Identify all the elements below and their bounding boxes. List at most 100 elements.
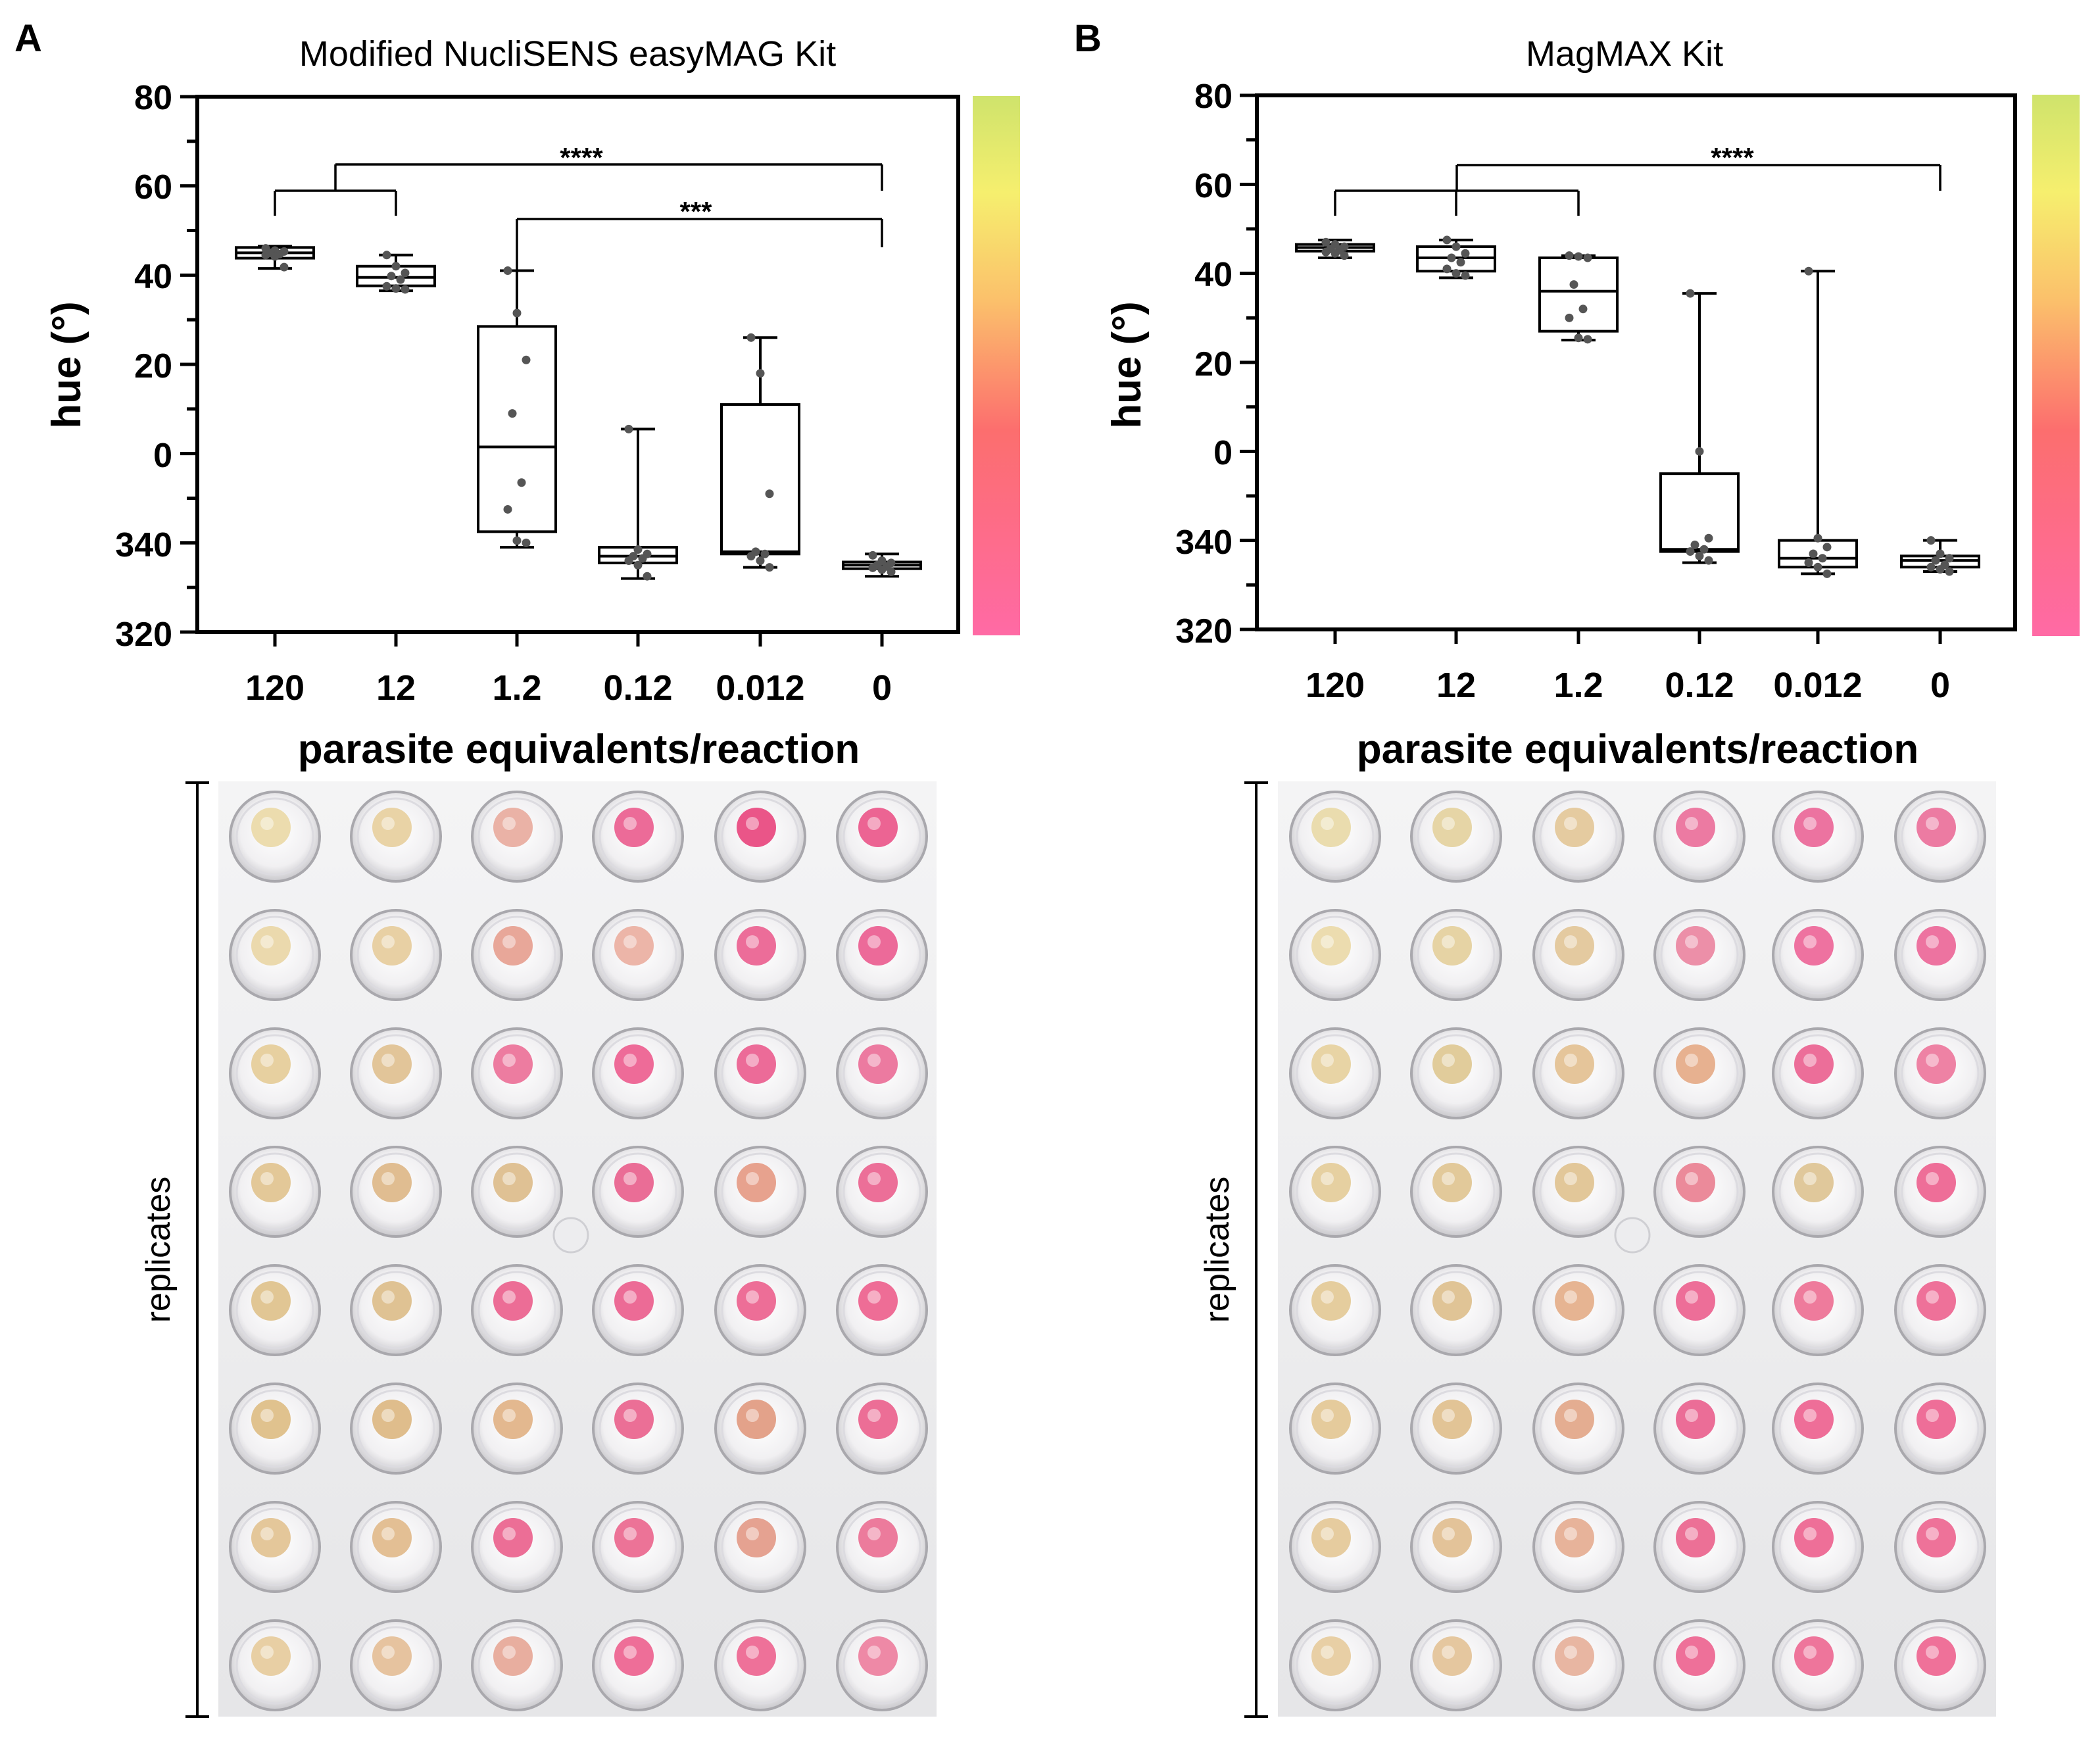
liquid-highlight <box>746 1290 759 1304</box>
liquid-highlight <box>1685 1290 1698 1304</box>
reaction-liquid <box>858 926 898 966</box>
data-point <box>765 563 774 572</box>
data-point <box>1809 549 1818 558</box>
reaction-tube <box>1653 1027 1746 1119</box>
reaction-tube <box>1410 1382 1502 1475</box>
reaction-tube <box>592 1146 684 1238</box>
tube-inner-rim <box>1296 916 1375 994</box>
reaction-tube <box>592 791 684 883</box>
chart-title: MagMAX Kit <box>1526 34 1723 74</box>
liquid-highlight <box>867 1527 881 1540</box>
data-point <box>522 538 531 547</box>
plate-hole-ring <box>552 1217 589 1254</box>
x-tick-label: 0.12 <box>1665 666 1734 705</box>
tube-inner-rim <box>235 916 314 994</box>
reaction-tube <box>1894 909 1986 1001</box>
reaction-tube <box>836 1619 928 1711</box>
reaction-liquid <box>614 1518 654 1557</box>
reaction-tube <box>592 909 684 1001</box>
liquid-highlight <box>1564 1172 1577 1185</box>
reaction-liquid <box>251 808 291 847</box>
tube-inner-rim <box>721 1507 800 1586</box>
reaction-tube <box>1532 1027 1624 1119</box>
data-point <box>1945 567 1954 576</box>
liquid-highlight <box>1321 1054 1334 1067</box>
data-point <box>401 285 410 294</box>
reaction-tube <box>1532 1619 1624 1711</box>
liquid-highlight <box>1685 1409 1698 1422</box>
liquid-highlight <box>1442 1172 1455 1185</box>
tube-inner-rim <box>1901 916 1980 994</box>
reaction-tube <box>1894 1027 1986 1119</box>
box-120 <box>1295 237 1375 260</box>
tube-inner-rim <box>1778 1034 1857 1113</box>
tube-inner-rim <box>1417 797 1496 876</box>
reaction-liquid <box>1794 926 1834 966</box>
reaction-tube <box>1532 791 1624 883</box>
liquid-highlight <box>1803 817 1817 830</box>
reaction-tube <box>836 1027 928 1119</box>
tube-inner-rim <box>477 1152 556 1231</box>
reaction-liquid <box>1432 1163 1472 1202</box>
reaction-liquid <box>1917 1163 1956 1202</box>
reaction-tube <box>1532 1264 1624 1356</box>
box-iqr <box>1659 472 1740 553</box>
tube-inner-rim <box>1778 916 1857 994</box>
reaction-tube <box>592 1619 684 1711</box>
significance-brackets: **** *** <box>560 142 712 227</box>
tube-inner-rim <box>1660 1626 1739 1705</box>
replicates-label: replicates <box>1198 1177 1236 1323</box>
box-12 <box>356 251 436 294</box>
y-tick-label: 320 <box>115 616 172 654</box>
data-point <box>1565 313 1574 322</box>
reaction-tube <box>714 1027 806 1119</box>
liquid-highlight <box>1321 1646 1334 1659</box>
tube-inner-rim <box>235 1271 314 1350</box>
reaction-tube <box>1772 1501 1864 1593</box>
tube-inner-rim <box>1539 1626 1618 1705</box>
plate-hole-ring <box>1614 1217 1651 1254</box>
x-tick-label: 1.2 <box>1553 666 1603 705</box>
data-point <box>280 262 289 272</box>
reaction-liquid <box>1794 808 1834 847</box>
reaction-tube <box>1410 791 1502 883</box>
reaction-liquid <box>372 926 412 966</box>
data-point <box>638 554 647 563</box>
hue-colorbar <box>973 96 1020 635</box>
liquid-highlight <box>502 1409 516 1422</box>
box-120 <box>235 244 315 272</box>
data-point <box>396 275 405 284</box>
data-point <box>1569 280 1578 289</box>
tube-inner-rim <box>1417 1271 1496 1350</box>
x-axis-label: parasite equivalents/reaction <box>1357 727 1919 772</box>
liquid-highlight <box>867 1290 881 1304</box>
liquid-highlight <box>1926 1527 1939 1540</box>
data-point <box>643 572 652 581</box>
x-tick-label: 120 <box>245 668 305 708</box>
plot-frame <box>1255 93 2017 631</box>
reaction-liquid <box>372 1400 412 1439</box>
y-tick-label: 60 <box>134 168 172 207</box>
tube-inner-rim <box>356 1389 435 1468</box>
reaction-liquid <box>858 1518 898 1557</box>
tube-inner-rim <box>1901 1389 1980 1468</box>
liquid-highlight <box>1685 817 1698 830</box>
data-point <box>1442 235 1452 245</box>
reaction-tube <box>836 791 928 883</box>
liquid-highlight <box>1803 1054 1817 1067</box>
tube-inner-rim <box>842 1034 921 1113</box>
liquid-highlight <box>1685 1172 1698 1185</box>
reaction-tube <box>1894 1501 1986 1593</box>
panel-letter: B <box>1074 17 1102 60</box>
y-tick-label: 20 <box>1194 345 1233 383</box>
reaction-liquid <box>1311 1636 1351 1676</box>
x-axis-label: parasite equivalents/reaction <box>298 727 860 772</box>
tube-inner-rim <box>1417 1034 1496 1113</box>
liquid-highlight <box>746 817 759 830</box>
data-point <box>1926 562 1936 572</box>
reaction-liquid <box>1555 1636 1594 1676</box>
liquid-highlight <box>746 1527 759 1540</box>
data-point <box>756 369 765 378</box>
data-point <box>1565 251 1574 260</box>
reaction-liquid <box>1917 1281 1956 1321</box>
